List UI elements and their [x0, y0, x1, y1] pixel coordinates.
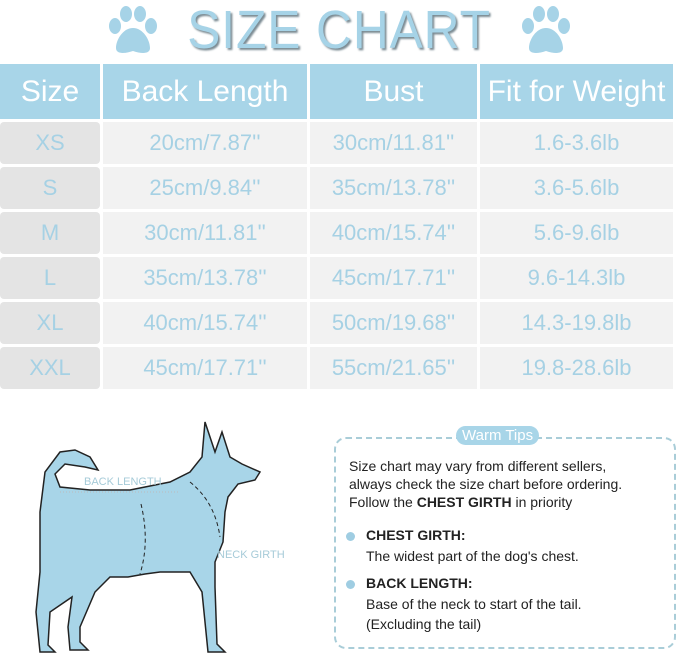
page-title: SIZE CHART: [187, 0, 492, 60]
cell-weight: 19.8-28.6lb: [480, 347, 673, 389]
chest-girth-desc: The widest part of the dog's chest.: [366, 548, 579, 564]
cell-bust: 55cm/21.65'': [310, 347, 477, 389]
paw-icon: [109, 6, 158, 53]
tips-line: always check the size chart before order…: [349, 476, 623, 492]
header-bust: Bust: [310, 64, 477, 119]
paw-icon: [521, 6, 570, 53]
header-back-length: Back Length: [103, 64, 307, 119]
emphasis: CHEST GIRTH: [416, 494, 512, 510]
cell-weight: 5.6-9.6lb: [480, 212, 673, 254]
table-row: M 30cm/11.81'' 40cm/15.74'' 5.6-9.6lb: [0, 212, 673, 254]
cell-back-length: 35cm/13.78'': [103, 257, 307, 299]
bullet-icon: [346, 532, 355, 541]
size-table: Size Back Length Bust Fit for Weight XS 2…: [0, 61, 676, 392]
dog-diagram: [35, 421, 262, 653]
back-length-heading: BACK LENGTH:: [366, 575, 473, 591]
cell-weight: 14.3-19.8lb: [480, 302, 673, 344]
table-row: XXL 45cm/17.71'' 55cm/21.65'' 19.8-28.6lb: [0, 347, 673, 389]
cell-bust: 45cm/17.71'': [310, 257, 477, 299]
cell-size: L: [0, 257, 100, 299]
table-row: L 35cm/13.78'' 45cm/17.71'' 9.6-14.3lb: [0, 257, 673, 299]
cell-size: XXL: [0, 347, 100, 389]
cell-back-length: 45cm/17.71'': [103, 347, 307, 389]
cell-weight: 9.6-14.3lb: [480, 257, 673, 299]
cell-back-length: 30cm/11.81'': [103, 212, 307, 254]
cell-size: XL: [0, 302, 100, 344]
back-length-note: (Excluding the tail): [366, 616, 482, 632]
header-size: Size: [0, 64, 100, 119]
cell-back-length: 25cm/9.84'': [103, 167, 307, 209]
cell-bust: 30cm/11.81'': [310, 122, 477, 164]
dog-silhouette: [35, 421, 262, 653]
table-row: XS 20cm/7.87'' 30cm/11.81'' 1.6-3.6lb: [0, 122, 673, 164]
cell-weight: 3.6-5.6lb: [480, 167, 673, 209]
table-row: XL 40cm/15.74'' 50cm/19.68'' 14.3-19.8lb: [0, 302, 673, 344]
tips-line: Follow the CHEST GIRTH in priority: [349, 493, 622, 511]
cell-size: S: [0, 167, 100, 209]
cell-size: XS: [0, 122, 100, 164]
text: in priority: [511, 494, 573, 510]
back-length-label: BACK LENGTH: [84, 476, 162, 488]
header-weight: Fit for Weight: [480, 64, 673, 119]
chest-girth-heading: CHEST GIRTH:: [366, 527, 466, 543]
bullet-icon: [346, 580, 355, 589]
tips-intro: Size chart may vary from different selle…: [349, 457, 622, 511]
table-header: Size Back Length Bust Fit for Weight: [0, 64, 673, 119]
title-bar: SIZE CHART: [0, 0, 679, 60]
table-row: S 25cm/9.84'' 35cm/13.78'' 3.6-5.6lb: [0, 167, 673, 209]
cell-back-length: 20cm/7.87'': [103, 122, 307, 164]
back-length-desc: Base of the neck to start of the tail.: [366, 596, 582, 612]
cell-back-length: 40cm/15.74'': [103, 302, 307, 344]
tips-line: Size chart may vary from different selle…: [349, 458, 607, 474]
warm-tips-title: Warm Tips: [456, 426, 540, 445]
cell-bust: 50cm/19.68'': [310, 302, 477, 344]
cell-bust: 40cm/15.74'': [310, 212, 477, 254]
cell-bust: 35cm/13.78'': [310, 167, 477, 209]
cell-size: M: [0, 212, 100, 254]
cell-weight: 1.6-3.6lb: [480, 122, 673, 164]
text: Follow the: [349, 494, 417, 510]
neck-girth-label: NECK GIRTH: [217, 549, 285, 561]
